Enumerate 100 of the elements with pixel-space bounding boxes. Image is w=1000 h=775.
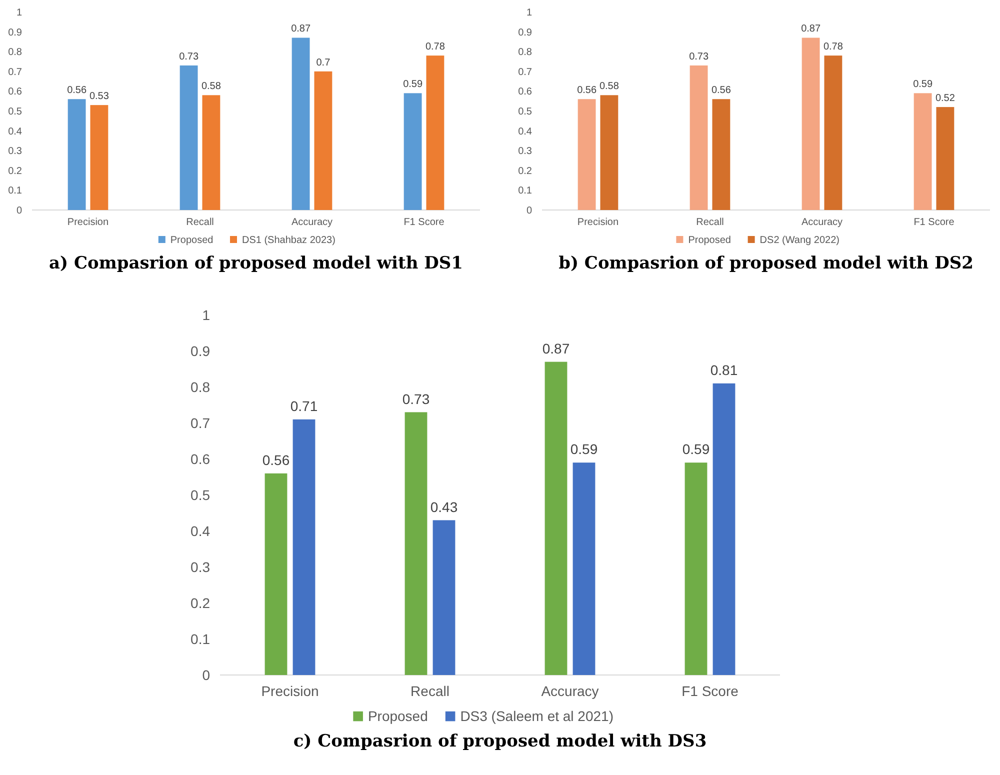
y-tick-label: 0.8	[190, 378, 210, 395]
y-tick-label: 0.2	[518, 166, 532, 177]
bar	[684, 462, 708, 675]
data-label: 0.7	[316, 57, 331, 68]
bar	[90, 105, 108, 210]
y-tick-label: 0.5	[8, 106, 22, 118]
x-tick-label: F1 Score	[682, 683, 739, 699]
x-tick-label: F1 Score	[914, 217, 955, 228]
bar	[712, 383, 736, 675]
bar	[578, 99, 596, 210]
data-label: 0.56	[262, 452, 290, 468]
bar	[936, 107, 954, 210]
y-tick-label: 0.1	[190, 630, 210, 647]
x-tick-label: Precision	[577, 217, 619, 228]
y-tick-label: 0.7	[518, 66, 532, 78]
y-tick-label: 0	[16, 206, 22, 216]
y-tick-label: 0.6	[8, 86, 22, 98]
x-tick-label: Recall	[186, 217, 214, 228]
data-label: 0.59	[913, 79, 933, 90]
x-tick-label: Accuracy	[291, 217, 333, 228]
y-tick-label: 0	[526, 206, 532, 216]
y-tick-label: 0.4	[190, 522, 210, 539]
y-tick-label: 0.9	[190, 342, 210, 359]
y-tick-label: 1	[16, 8, 22, 18]
data-label: 0.59	[403, 79, 423, 90]
data-label: 0.87	[291, 24, 311, 35]
y-tick-label: 0.5	[518, 106, 532, 118]
data-label: 0.73	[402, 390, 430, 407]
data-label: 0.73	[689, 51, 709, 62]
bar	[690, 65, 708, 210]
y-tick-label: 0.4	[8, 126, 22, 138]
data-label: 0.56	[577, 85, 597, 96]
data-label: 0.73	[179, 51, 199, 62]
data-label: 0.56	[711, 85, 732, 96]
bar	[202, 95, 220, 210]
legend-label: DS1 (Shahbaz 2023)	[242, 235, 336, 246]
legend-label: Proposed	[170, 235, 214, 246]
x-tick-label: Accuracy	[541, 683, 599, 699]
text: c) Compasrion of proposed model with DS3	[293, 732, 707, 752]
y-tick-label: 0.3	[8, 146, 22, 158]
data-label: 0.59	[682, 441, 710, 458]
y-tick-label: 0.7	[190, 414, 210, 431]
data-label: 0.52	[935, 93, 956, 104]
data-label: 0.87	[801, 24, 821, 35]
y-tick-label: 0.6	[518, 86, 532, 98]
y-tick-label: 0.2	[190, 594, 210, 611]
data-label: 0.81	[710, 362, 738, 378]
bar	[314, 71, 332, 210]
x-tick-label: Recall	[696, 217, 724, 228]
bar	[68, 99, 86, 210]
data-label: 0.53	[89, 91, 110, 102]
y-tick-label: 0	[202, 666, 210, 683]
x-tick-label: Precision	[261, 683, 319, 699]
y-tick-label: 0.6	[190, 450, 210, 467]
data-label: 0.43	[430, 498, 458, 515]
data-label: 0.78	[823, 42, 844, 53]
y-tick-label: 0.1	[518, 186, 532, 197]
x-tick-label: Precision	[67, 217, 109, 228]
y-tick-label: 0.5	[190, 486, 210, 503]
legend-label: Proposed	[688, 235, 732, 246]
y-tick-label: 0.3	[518, 146, 532, 158]
bar	[404, 412, 428, 675]
bar	[432, 520, 456, 675]
x-tick-label: Accuracy	[801, 217, 843, 228]
legend-label: DS2 (Wang 2022)	[760, 235, 840, 246]
text: b) Compasrion of proposed model with DS2	[558, 254, 974, 274]
y-tick-label: 0.2	[8, 166, 22, 177]
data-label: 0.58	[599, 81, 620, 92]
y-tick-label: 0.3	[190, 558, 210, 575]
bar	[292, 38, 310, 210]
y-tick-label: 0.1	[8, 186, 22, 197]
data-label: 0.56	[67, 85, 87, 96]
y-tick-label: 1	[526, 8, 532, 18]
bar	[824, 56, 842, 210]
bar	[404, 93, 422, 210]
legend-label: Proposed	[368, 708, 428, 724]
bar	[600, 95, 618, 210]
data-label: 0.71	[290, 398, 318, 414]
y-tick-label: 0.9	[8, 27, 22, 38]
x-tick-label: Recall	[410, 683, 450, 699]
y-tick-label: 0.7	[8, 66, 22, 78]
bar	[572, 462, 596, 675]
bar	[914, 93, 932, 210]
data-label: 0.78	[425, 42, 446, 53]
y-tick-label: 0.8	[518, 47, 532, 58]
legend-label: DS3 (Saleem et al 2021)	[460, 708, 614, 724]
y-tick-label: 1	[202, 306, 210, 323]
bar	[180, 65, 198, 210]
y-tick-label: 0.8	[8, 47, 22, 58]
bar	[544, 362, 568, 675]
x-tick-label: F1 Score	[404, 217, 445, 228]
y-tick-label: 0.9	[518, 27, 532, 38]
data-label: 0.58	[201, 81, 222, 92]
y-tick-label: 0.4	[518, 126, 532, 138]
data-label: 0.59	[570, 441, 598, 458]
text: a) Compasrion of proposed model with DS1	[49, 254, 463, 274]
bar	[292, 419, 316, 675]
bar	[426, 56, 444, 210]
bar	[802, 38, 820, 210]
bar	[712, 99, 730, 210]
